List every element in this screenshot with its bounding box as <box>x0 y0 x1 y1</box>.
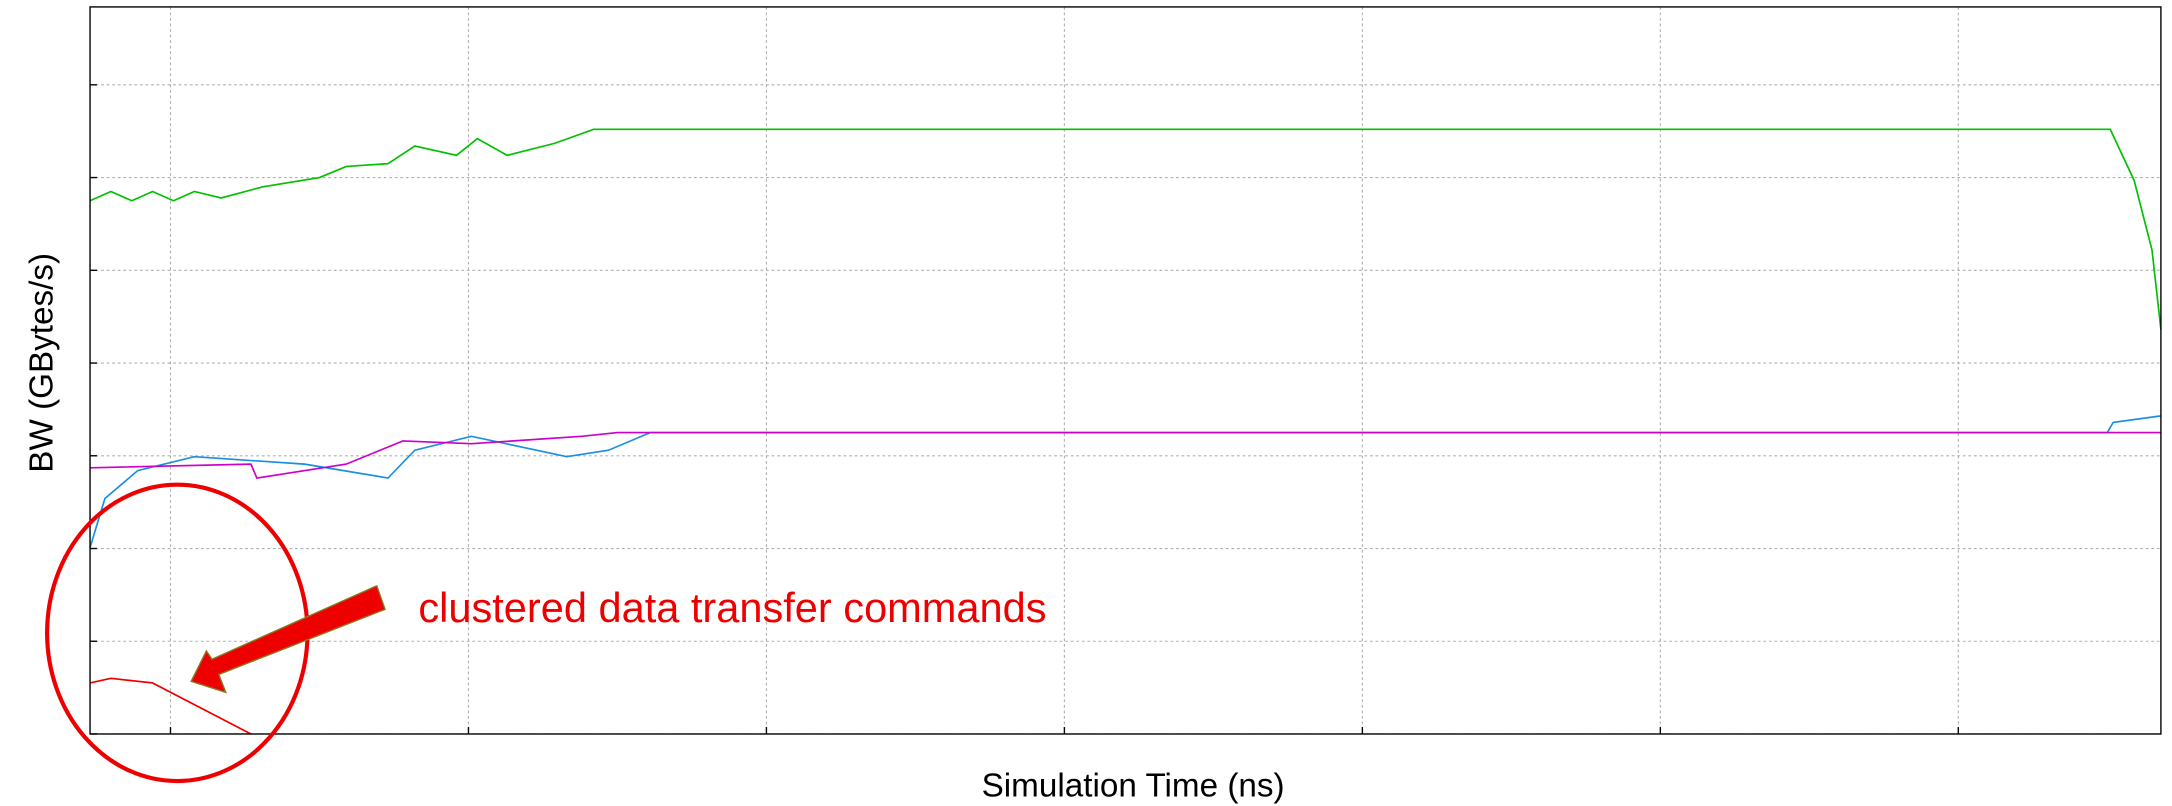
y-axis-label: BW (GBytes/s) <box>24 253 61 473</box>
arrow <box>190 584 386 694</box>
highlight-ellipse <box>45 482 310 784</box>
x-axis-label: Simulation Time (ns) <box>982 767 1285 804</box>
series-line <box>89 415 2162 548</box>
annotation: clustered data transfer commands <box>418 584 1046 631</box>
series-line <box>89 677 252 735</box>
series-line <box>90 431 2161 479</box>
plot-frame <box>89 6 2162 735</box>
series-line <box>89 128 2162 330</box>
